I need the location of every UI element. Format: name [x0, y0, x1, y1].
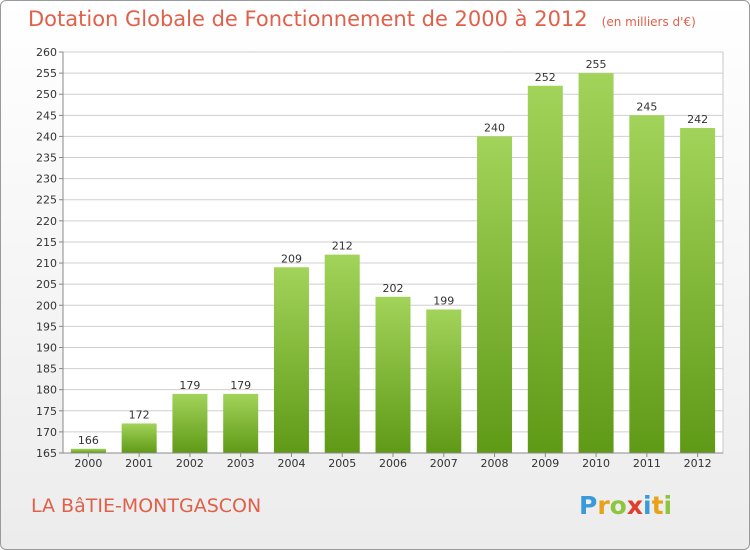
y-tick-label: 220 — [36, 215, 57, 228]
data-label: 245 — [636, 100, 657, 113]
y-tick-label: 245 — [36, 109, 57, 122]
data-label: 166 — [78, 434, 99, 447]
bar — [680, 127, 716, 454]
y-tick-label: 260 — [36, 46, 57, 59]
logo-letter: x — [626, 491, 643, 520]
bar — [578, 73, 614, 454]
y-tick-label: 200 — [36, 299, 57, 312]
bar — [324, 254, 360, 453]
bar — [426, 309, 462, 453]
y-tick-label: 170 — [36, 426, 57, 439]
data-label: 179 — [179, 379, 200, 392]
bar — [527, 85, 563, 453]
y-tick-label: 215 — [36, 236, 57, 249]
bar — [223, 393, 259, 453]
y-tick-label: 175 — [36, 405, 57, 418]
data-label: 252 — [535, 71, 556, 84]
x-tick-label: 2007 — [430, 457, 458, 470]
y-tick-label: 230 — [36, 173, 57, 186]
x-tick-label: 2010 — [582, 457, 610, 470]
logo-letter: r — [597, 491, 610, 520]
y-tick-label: 195 — [36, 320, 57, 333]
x-tick-label: 2012 — [684, 457, 712, 470]
x-tick-label: 2004 — [277, 457, 305, 470]
y-tick-label: 235 — [36, 152, 57, 165]
data-label: 240 — [484, 121, 505, 134]
y-tick-label: 210 — [36, 257, 57, 270]
data-label: 172 — [129, 408, 150, 421]
chart-title: Dotation Globale de Fonctionnement de 20… — [28, 7, 696, 31]
data-label: 242 — [687, 113, 708, 126]
y-tick-label: 240 — [36, 130, 57, 143]
x-tick-label: 2005 — [328, 457, 356, 470]
proxiti-logo: Proxiti — [579, 491, 672, 520]
x-tick-label: 2001 — [125, 457, 153, 470]
y-tick-label: 185 — [36, 363, 57, 376]
bar — [121, 423, 157, 453]
data-label: 255 — [586, 58, 607, 71]
bar — [70, 448, 106, 453]
data-label: 179 — [230, 379, 251, 392]
chart-subtitle: (en milliers d'€) — [601, 15, 696, 29]
y-tick-label: 255 — [36, 67, 57, 80]
x-tick-label: 2003 — [227, 457, 255, 470]
x-tick-label: 2006 — [379, 457, 407, 470]
logo-letter: o — [609, 491, 627, 520]
x-tick-label: 2002 — [176, 457, 204, 470]
x-tick-label: 2008 — [481, 457, 509, 470]
title-text: Dotation Globale de Fonctionnement de 20… — [28, 7, 588, 31]
y-tick-label: 180 — [36, 384, 57, 397]
y-tick-label: 225 — [36, 194, 57, 207]
logo-letter: i — [663, 491, 673, 520]
logo-letter: P — [579, 491, 598, 520]
y-tick-label: 250 — [36, 88, 57, 101]
data-label: 209 — [281, 252, 302, 265]
logo-letter: i — [643, 491, 652, 520]
logo-letter: t — [651, 491, 664, 520]
data-label: 212 — [332, 240, 353, 253]
y-tick-label: 205 — [36, 278, 57, 291]
y-tick-label: 165 — [36, 447, 57, 460]
bar — [477, 136, 513, 453]
commune-name: LA BâTIE-MONTGASCON — [31, 495, 262, 517]
x-tick-label: 2000 — [74, 457, 102, 470]
bar — [629, 115, 665, 453]
x-tick-label: 2011 — [633, 457, 661, 470]
bar — [375, 296, 411, 453]
x-tick-label: 2009 — [531, 457, 559, 470]
y-tick-label: 190 — [36, 341, 57, 354]
bar — [172, 393, 208, 453]
data-label: 202 — [383, 282, 404, 295]
bar — [273, 267, 309, 453]
data-label: 199 — [433, 294, 454, 307]
